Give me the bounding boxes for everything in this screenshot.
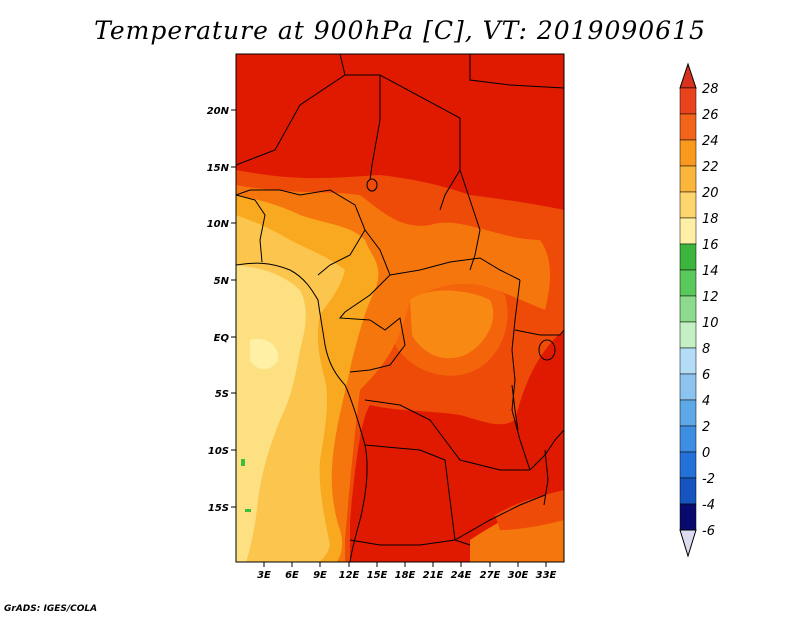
- lon-label: 15E: [367, 570, 388, 581]
- border-south-1: [349, 539, 456, 546]
- lat-label: 10S: [208, 446, 229, 457]
- colorbar-label: 0: [702, 446, 710, 461]
- lon-label: 33E: [536, 570, 557, 581]
- lon-label: 21E: [423, 570, 444, 581]
- colorbar-segment: [679, 477, 697, 505]
- border-angola: [364, 444, 471, 546]
- colorbar-segment: [679, 295, 697, 323]
- colorbar-label: 28: [702, 82, 719, 97]
- band-26-south: [495, 490, 564, 530]
- border-congo: [349, 317, 406, 373]
- colorbar-segment: [679, 373, 697, 401]
- colorbar-segment: [679, 87, 697, 115]
- colorbar-label: 6: [702, 368, 710, 383]
- lake-malawi: [543, 449, 549, 506]
- band-16: [250, 338, 279, 369]
- border-cameroon: [338, 229, 391, 321]
- temperature-field: [236, 54, 564, 562]
- colorbar-label: 26: [702, 108, 719, 123]
- colorbar-segment: [679, 503, 697, 531]
- colorbar-segment: [679, 347, 697, 375]
- lon-label: 3E: [257, 570, 271, 581]
- lat-label: EQ: [214, 333, 230, 344]
- map-title: Temperature at 900hPa [C], VT: 201909061…: [94, 16, 706, 45]
- colorbar-label: 8: [702, 342, 710, 357]
- border-north-4: [339, 54, 346, 76]
- colorbar-bottom-arrow: [679, 529, 697, 558]
- lat-label: 5S: [215, 389, 229, 400]
- colorbar-label: 2: [702, 420, 710, 435]
- colorbar-segment: [679, 425, 697, 453]
- colorbar-label: 16: [702, 238, 719, 253]
- border-chad-sudan: [459, 169, 481, 271]
- colorbar-segment: [679, 399, 697, 427]
- credit-text: GrADS: IGES/COLA: [4, 604, 98, 614]
- border-east: [514, 329, 564, 336]
- colorbar-top-arrow: [679, 62, 697, 89]
- colorbar-segment: [679, 243, 697, 271]
- colorbar-label: 12: [702, 290, 719, 305]
- lon-label: 12E: [339, 570, 360, 581]
- colorbar-segment: [679, 269, 697, 297]
- colorbar-label: 10: [702, 316, 719, 331]
- border-sahel: [236, 189, 280, 196]
- coastline-west-africa: [236, 262, 368, 562]
- colorbar-label: 24: [702, 134, 719, 149]
- latitude-axis: 20N 15N 10N 5N EQ 5S 10S 15S: [207, 106, 236, 514]
- lon-label: 27E: [480, 570, 501, 581]
- lon-label: 30E: [508, 570, 529, 581]
- lake-victoria: [538, 339, 556, 361]
- colorbar-label: -2: [702, 472, 715, 487]
- border-north-1: [236, 74, 381, 181]
- colorbar-segment: [679, 165, 697, 193]
- colorbar-segment: [679, 113, 697, 141]
- lake-chad: [366, 178, 378, 192]
- lon-label: 9E: [313, 570, 327, 581]
- green-spot-1: [241, 459, 245, 466]
- colorbar-label: -4: [702, 498, 715, 513]
- border-westafrica: [236, 194, 266, 263]
- colorbar-label: 18: [702, 212, 719, 227]
- lon-label: 24E: [451, 570, 472, 581]
- border-nigeria: [279, 189, 366, 276]
- colorbar-label: 20: [702, 186, 719, 201]
- lat-label: 10N: [207, 219, 230, 230]
- lake-tanganyika: [511, 384, 519, 431]
- lat-label: 15N: [207, 163, 230, 174]
- lat-label: 15S: [208, 503, 229, 514]
- colorbar-label: 4: [702, 394, 710, 409]
- map-frame: [235, 53, 565, 563]
- colorbar-label: 14: [702, 264, 719, 279]
- colorbar-segment: [679, 321, 697, 349]
- lon-label: 6E: [285, 570, 299, 581]
- green-spot-2: [245, 509, 251, 512]
- colorbar-segment: [679, 191, 697, 219]
- border-car: [389, 257, 521, 281]
- border-drc-south: [364, 399, 530, 471]
- border-zambia: [454, 494, 546, 541]
- border-north-3: [469, 54, 564, 89]
- colorbar-label: -6: [702, 524, 715, 539]
- colorbar-segment: [679, 139, 697, 167]
- border-drc-east: [511, 279, 531, 471]
- lon-label: 18E: [395, 570, 416, 581]
- lat-label: 20N: [207, 106, 230, 117]
- border-east-2: [529, 429, 564, 471]
- colorbar-label: 22: [702, 160, 719, 175]
- longitude-axis: 3E 6E 9E 12E 15E 18E 21E 24E 27E 30E 33E: [257, 562, 557, 581]
- colorbar-segment: [679, 451, 697, 479]
- band-24-central: [390, 279, 508, 376]
- colorbar-segment: [679, 217, 697, 245]
- lat-label: 5N: [214, 276, 230, 287]
- country-borders: [236, 54, 564, 562]
- colorbar: 28 26 24 22 20 18 16 14 12 10 8 6 4 2 0 …: [679, 62, 719, 558]
